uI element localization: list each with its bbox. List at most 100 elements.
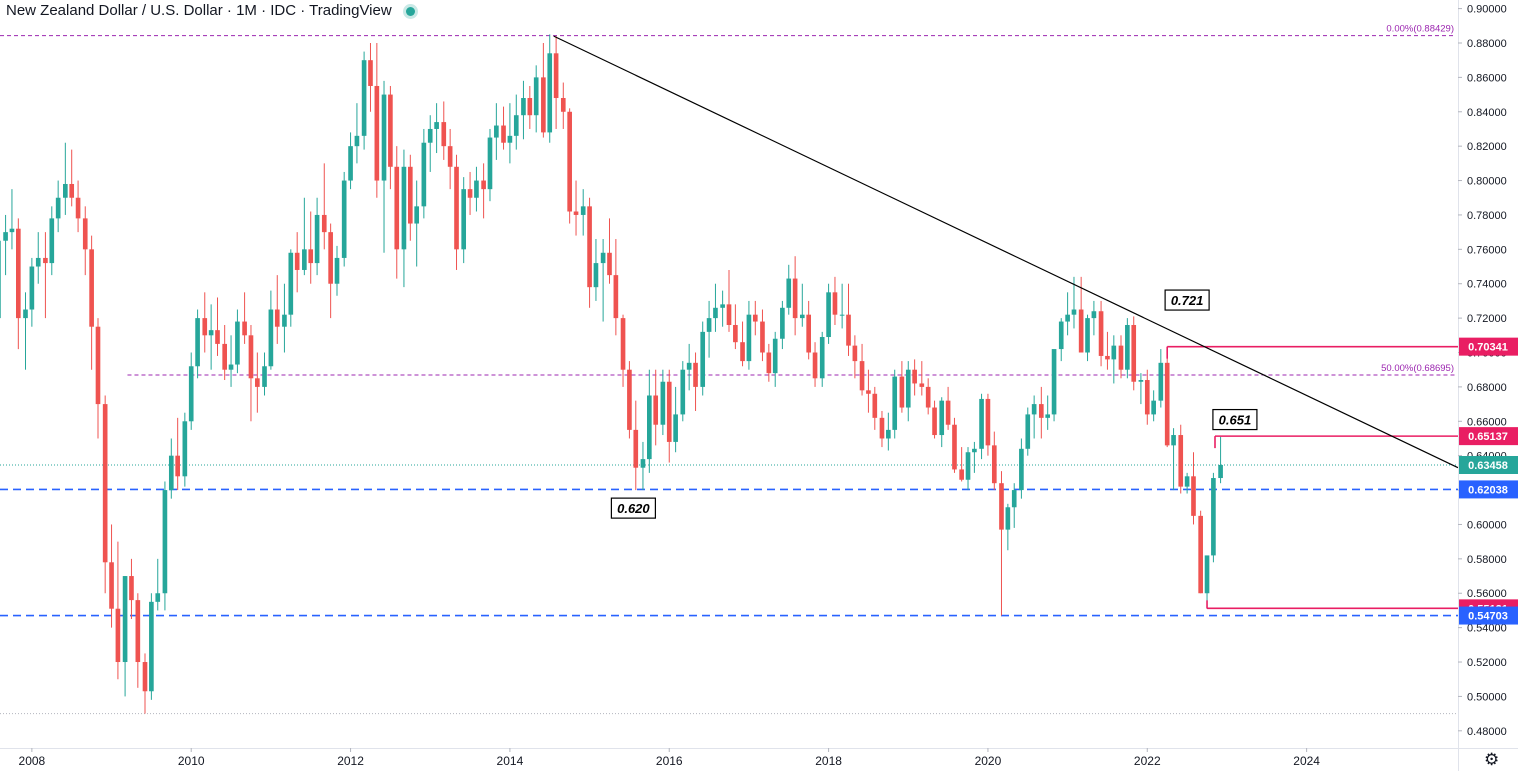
candle-up [660, 369, 666, 436]
candle-down [613, 239, 619, 336]
candle-body [182, 421, 188, 477]
candle-body [274, 309, 280, 327]
candle-body [155, 593, 161, 602]
candle-body [600, 252, 606, 264]
candle-body [1058, 321, 1064, 350]
chart-title-text: New Zealand Dollar / U.S. Dollar · 1M · … [6, 2, 392, 19]
x-tick-label: 2018 [815, 754, 842, 768]
time-axis: 2008 2010 2012 2014 2016 2018 2020 2022 2024 [19, 748, 1320, 768]
candle-body [1051, 349, 1057, 415]
support-price-label: 0.62038 [1459, 480, 1518, 499]
candle-down [999, 471, 1004, 616]
current-price-label-bg [1459, 455, 1518, 474]
resistance-price-label: 0.65137 [1459, 427, 1518, 446]
candle-down [633, 400, 639, 491]
candle-body [1038, 404, 1044, 418]
candle-up [288, 249, 294, 327]
candle-up [886, 412, 891, 451]
candle-body [892, 376, 898, 430]
candle-up [799, 283, 805, 327]
candle-up [892, 369, 898, 439]
candle-body [49, 218, 55, 264]
candle-down [726, 269, 732, 332]
candle-body [135, 600, 141, 663]
candle-up [1184, 472, 1190, 494]
candle-body [1071, 309, 1077, 315]
candle-body [494, 125, 499, 138]
candle-body [1218, 464, 1223, 479]
candle-up [188, 352, 194, 430]
candle-up [49, 206, 55, 276]
candle-down [175, 417, 180, 491]
candle-body [109, 562, 114, 609]
candle-up [1005, 503, 1011, 551]
candle-up [155, 558, 161, 611]
support-price-label-bg [1459, 606, 1518, 625]
y-tick-label: 0.86000 [1467, 72, 1507, 84]
candle-up [700, 321, 706, 396]
candle-body [1204, 555, 1210, 594]
candle-down [135, 593, 141, 688]
candle-down [102, 395, 108, 594]
candle-body [3, 232, 8, 241]
candle-up [35, 232, 41, 284]
candle-body [593, 263, 599, 288]
candle-up [513, 94, 519, 150]
candle-down [1198, 510, 1203, 594]
candle-body [1178, 435, 1184, 487]
candle-up [361, 51, 367, 150]
candle-up [55, 180, 61, 233]
candle-body [627, 369, 632, 430]
candle-down [553, 36, 559, 129]
candle-up [1019, 438, 1024, 499]
candle-up [713, 283, 718, 332]
candle-body [952, 424, 957, 470]
candle-body [454, 166, 459, 250]
y-tick-label: 0.88000 [1467, 38, 1507, 50]
candle-body [1105, 355, 1110, 360]
candle-body [513, 115, 519, 136]
price-axis: 0.48000 0.50000 0.52000 0.54000 0.56000 0.580… [1458, 4, 1507, 738]
candle-body [792, 278, 798, 319]
candle-body [0, 240, 1, 319]
price-annotation: 0.620 [610, 497, 656, 519]
candle-body [215, 330, 220, 344]
candle-up [772, 331, 778, 387]
candle-up [494, 103, 499, 160]
candle-body [541, 77, 546, 133]
candle-down [587, 197, 592, 308]
candle-body [1164, 362, 1170, 446]
candle-down [321, 163, 327, 250]
candle-down [1178, 424, 1184, 494]
price-annotation: 0.651 [1212, 408, 1258, 431]
candle-body [95, 326, 101, 405]
candle-down [242, 292, 247, 344]
candle-down [308, 211, 314, 284]
current-price-label-text: 0.63458 [1468, 460, 1508, 472]
candle-up [600, 239, 606, 322]
candle-body [334, 257, 340, 284]
candle-down [202, 292, 208, 353]
candle-up [640, 441, 646, 491]
candle-up [593, 239, 599, 301]
candle-up [262, 352, 267, 396]
candle-body [321, 214, 327, 233]
candle-body [1098, 311, 1104, 356]
candle-down [752, 300, 758, 336]
y-tick-label: 0.84000 [1467, 107, 1507, 119]
candle-down [467, 171, 473, 215]
candle-body [1078, 309, 1084, 353]
candle-body [852, 345, 858, 362]
y-tick-label: 0.76000 [1467, 244, 1507, 256]
candle-body [288, 252, 294, 315]
candle-body [248, 335, 254, 379]
candle-body [1118, 345, 1124, 370]
candle-down [441, 101, 447, 160]
candle-body [434, 122, 439, 129]
candle-up [720, 290, 725, 327]
settings-gear-icon[interactable]: ⚙ [1484, 750, 1500, 770]
candle-down [899, 361, 905, 413]
candle-down [1038, 386, 1044, 439]
candle-down [693, 352, 698, 411]
